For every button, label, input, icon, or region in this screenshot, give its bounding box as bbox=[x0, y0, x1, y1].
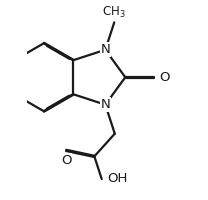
Text: O: O bbox=[61, 154, 71, 167]
Text: O: O bbox=[159, 71, 170, 84]
Text: OH: OH bbox=[107, 172, 127, 185]
Text: CH$_3$: CH$_3$ bbox=[102, 5, 126, 20]
Text: N: N bbox=[100, 43, 110, 56]
Text: N: N bbox=[100, 98, 110, 111]
